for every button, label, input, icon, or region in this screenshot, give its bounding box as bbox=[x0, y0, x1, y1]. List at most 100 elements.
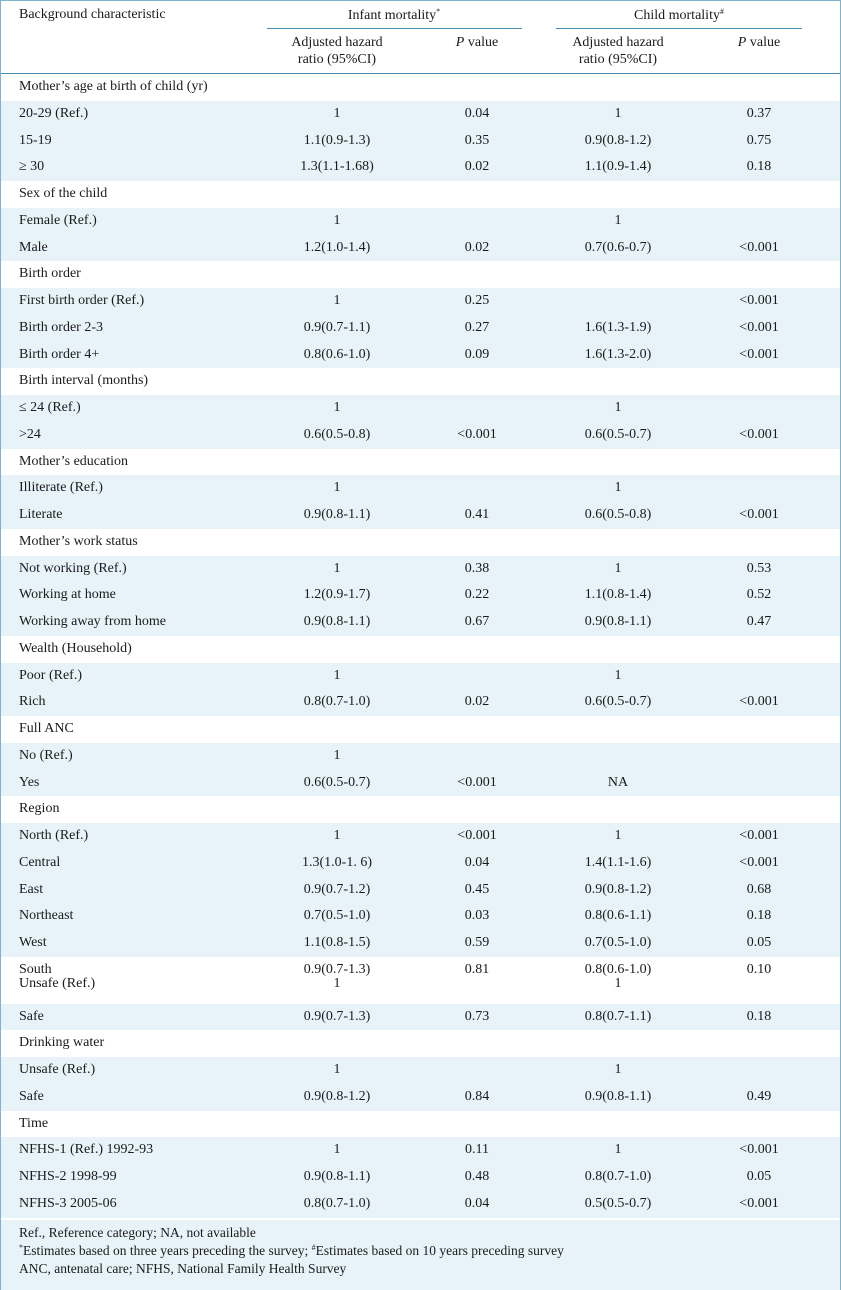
child-p-value: 0.75 bbox=[746, 132, 772, 148]
infant-p-value: <0.001 bbox=[457, 828, 497, 843]
child-hazard-ratio: 0.7(0.6-0.7) bbox=[584, 239, 652, 255]
infant-p-value: 0.04 bbox=[464, 105, 490, 121]
table-body: Mother’s age at birth of child (yr) 20-29… bbox=[1, 74, 840, 1218]
child-p-value: <0.001 bbox=[739, 694, 779, 710]
infant-p-value: 0.02 bbox=[464, 159, 490, 175]
row-label: Working at home bbox=[19, 587, 116, 603]
child-p-value: <0.001 bbox=[739, 854, 779, 870]
child-hazard-ratio: 1 bbox=[614, 975, 622, 991]
infant-hazard-ratio: 1 bbox=[333, 560, 341, 576]
infant-p-value: 0.02 bbox=[464, 239, 490, 255]
table-row: Unsafe (Ref.) 1 1 bbox=[1, 1057, 840, 1084]
group-header-row: Drinking water bbox=[1, 1030, 840, 1057]
table-row: Working at home 1.2(0.9-1.7) 0.22 1.1(0.8-1… bbox=[1, 582, 840, 609]
row-label: Birth order 4+ bbox=[19, 346, 100, 362]
row-label: >24 bbox=[19, 426, 41, 442]
col-header-child-p: P value bbox=[737, 35, 781, 50]
group-header-row: Time bbox=[1, 1111, 840, 1138]
infant-p-value: 0.41 bbox=[464, 507, 490, 522]
child-hazard-ratio: 0.8(0.6-1.0) bbox=[584, 961, 652, 977]
row-label: North (Ref.) bbox=[19, 828, 89, 843]
infant-hazard-ratio: 0.7(0.5-1.0) bbox=[303, 908, 371, 924]
row-group-label: Mother’s work status bbox=[19, 533, 138, 549]
infant-hazard-ratio: 1.1(0.8-1.5) bbox=[303, 935, 371, 950]
child-hazard-ratio: 0.5(0.5-0.7) bbox=[584, 1195, 652, 1211]
infant-hazard-ratio: 1 bbox=[333, 1062, 341, 1077]
infant-p-value: 0.35 bbox=[464, 132, 490, 148]
group-header-row: Birth interval (months) bbox=[1, 368, 840, 395]
table-row: Illiterate (Ref.) 1 1 bbox=[1, 475, 840, 502]
child-p-value: 0.18 bbox=[746, 908, 772, 924]
group-header-row: Sex of the child bbox=[1, 181, 840, 208]
infant-p-value: 0.27 bbox=[464, 319, 490, 335]
infant-hazard-ratio: 1.3(1.0-1. 6) bbox=[302, 854, 372, 870]
row-label: Working away from home bbox=[19, 614, 166, 629]
child-p-value: <0.001 bbox=[739, 239, 779, 255]
infant-hazard-ratio: 1 bbox=[333, 975, 341, 991]
child-hazard-ratio: 0.9(0.8-1.1) bbox=[584, 1088, 652, 1104]
table-row: Birth order 2-3 0.9(0.7-1.1) 0.27 1.6(1.3-1… bbox=[1, 314, 840, 342]
infant-hazard-ratio: 1 bbox=[333, 212, 341, 228]
group-header-row: Mother’s age at birth of child (yr) bbox=[1, 74, 840, 101]
child-hazard-ratio: 0.8(0.7-1.1) bbox=[584, 1008, 652, 1024]
group-header-row: Region bbox=[1, 796, 840, 823]
child-p-value: 0.37 bbox=[746, 105, 772, 121]
row-label: Literate bbox=[19, 507, 63, 522]
infant-p-value: 0.25 bbox=[464, 293, 490, 308]
table-row: Literate 0.9(0.8-1.1) 0.41 0.6(0.5-0.8) <0.0… bbox=[1, 502, 840, 529]
row-label: ≥ 30 bbox=[19, 159, 45, 175]
table-row: Rich 0.8(0.7-1.0) 0.02 0.6(0.5-0.7) <0.001 bbox=[1, 689, 840, 716]
col-header-infant-p: P value bbox=[455, 35, 499, 50]
infant-hazard-ratio: 0.9(0.8-1.1) bbox=[303, 507, 371, 522]
child-hazard-ratio: 1.4(1.1-1.6) bbox=[584, 854, 652, 870]
footnote-estimates: *Estimates based on three years precedin… bbox=[19, 1243, 564, 1258]
row-label: NFHS-1 (Ref.) 1992-93 bbox=[19, 1142, 154, 1158]
table-row: NFHS-1 (Ref.) 1992-93 1 0.11 1 <0.001 bbox=[1, 1137, 840, 1164]
group-header-row: Birth order bbox=[1, 261, 840, 288]
row-group-label: Mother’s age at birth of child (yr) bbox=[19, 79, 208, 94]
infant-p-value: 0.38 bbox=[464, 560, 490, 576]
child-p-value: 0.18 bbox=[746, 1008, 772, 1024]
table-row: Unsafe (Ref.) 1 1 bbox=[1, 976, 840, 1004]
row-label: Safe bbox=[19, 1088, 44, 1104]
infant-p-value: 0.59 bbox=[464, 935, 490, 950]
infant-hazard-ratio: 0.9(0.7-1.3) bbox=[303, 961, 371, 977]
child-hazard-ratio: 1 bbox=[614, 667, 622, 683]
table-row: 20-29 (Ref.) 1 0.04 1 0.37 bbox=[1, 100, 840, 128]
child-hazard-ratio: 1 bbox=[614, 560, 622, 576]
child-p-value: <0.001 bbox=[739, 426, 779, 442]
infant-hazard-ratio: 0.9(0.7-1.2) bbox=[303, 881, 371, 897]
infant-hazard-ratio: 1 bbox=[333, 667, 341, 683]
child-hazard-ratio: 0.6(0.5-0.7) bbox=[584, 694, 652, 710]
infant-hazard-ratio: 1.2(0.9-1.7) bbox=[303, 587, 371, 603]
row-group-label: Mother’s education bbox=[19, 453, 128, 469]
child-p-value: 0.53 bbox=[746, 560, 772, 576]
infant-hazard-ratio: 1 bbox=[333, 105, 341, 121]
group-header-row: Full ANC bbox=[1, 716, 840, 743]
infant-p-value: 0.09 bbox=[464, 346, 490, 362]
child-hazard-ratio: 0.8(0.6-1.1) bbox=[584, 908, 652, 924]
infant-hazard-ratio: 1 bbox=[333, 828, 341, 843]
row-label: NFHS-3 2005-06 bbox=[19, 1195, 117, 1211]
child-p-value: 0.18 bbox=[746, 159, 772, 175]
row-label: Unsafe (Ref.) bbox=[19, 975, 96, 991]
row-label: Safe bbox=[19, 1008, 44, 1024]
footnote-abbreviations: Ref., Reference category; NA, not availa… bbox=[19, 1225, 256, 1240]
row-label: Male bbox=[19, 239, 48, 255]
table-row: North (Ref.) 1 <0.001 1 <0.001 bbox=[1, 823, 840, 850]
child-p-value: 0.05 bbox=[746, 1169, 772, 1184]
group-header-row: Mother’s work status bbox=[1, 529, 840, 556]
child-p-value: 0.49 bbox=[746, 1088, 772, 1104]
infant-hazard-ratio: 1.3(1.1-1.68) bbox=[300, 159, 374, 175]
child-hazard-ratio: NA bbox=[607, 774, 629, 790]
infant-hazard-ratio: 0.8(0.7-1.0) bbox=[303, 694, 371, 710]
group-rule-infant bbox=[267, 28, 522, 29]
row-label: NFHS-2 1998-99 bbox=[19, 1169, 117, 1184]
row-label: South bbox=[19, 961, 52, 977]
child-p-value: 0.52 bbox=[746, 587, 772, 603]
table-row: East 0.9(0.7-1.2) 0.45 0.9(0.8-1.2) 0.68 bbox=[1, 876, 840, 904]
row-label: Northeast bbox=[19, 908, 74, 924]
table-row: 15-19 1.1(0.9-1.3) 0.35 0.9(0.8-1.2) 0.75 bbox=[1, 127, 840, 155]
infant-hazard-ratio: 0.9(0.8-1.2) bbox=[303, 1088, 371, 1104]
